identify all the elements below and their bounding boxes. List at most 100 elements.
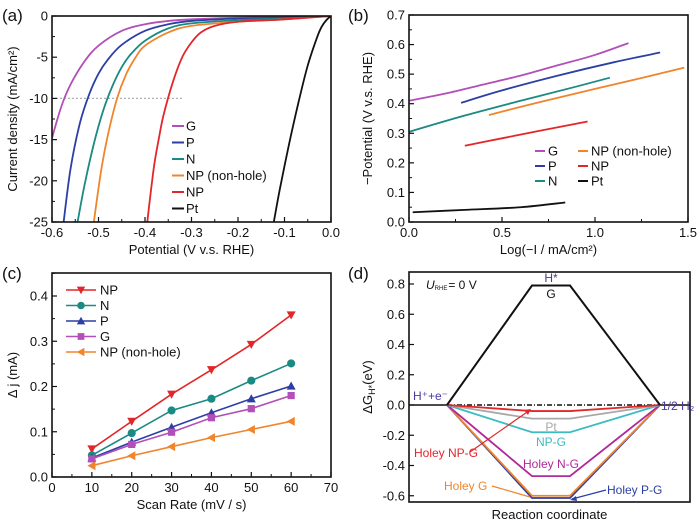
series-line-np — [464, 120, 588, 147]
data-point-np-non-hole — [127, 451, 136, 461]
series-label-holey-n-g: Holey N-G — [523, 457, 579, 471]
data-point-np — [87, 445, 97, 454]
y-tick-label: 0.2 — [387, 367, 405, 382]
y-tick-label: 0.0 — [30, 470, 48, 485]
legend-label-np-non-hole: NP (non-hole) — [100, 345, 181, 360]
legend-label-np: NP — [100, 283, 118, 298]
energy-path-g — [446, 284, 661, 406]
data-point-g — [167, 428, 176, 436]
y-tick-label: -15 — [29, 132, 48, 147]
condition-symbol: U — [426, 278, 435, 292]
x-tick-label: 1.0 — [586, 225, 604, 240]
series-label-holey-np-g: Holey NP-G — [414, 446, 478, 460]
annotation-arrowhead-holey-p-g — [570, 496, 577, 501]
y-axis-label-subscript: H* — [367, 384, 377, 394]
series-line-p — [91, 385, 292, 459]
y-axis-label: ΔGH*(eV) — [360, 360, 377, 413]
x-tick-label: 70 — [324, 480, 338, 495]
y-axis-label-main: ΔG — [360, 395, 375, 414]
y-tick-label: 0.8 — [387, 277, 405, 292]
data-point-g — [287, 391, 295, 400]
y-tick-label: 0.4 — [387, 337, 405, 352]
legend-label-g: G — [186, 119, 196, 134]
condition-value: = 0 V — [448, 278, 476, 292]
y-tick-label: 0.2 — [30, 379, 48, 394]
data-point-p — [246, 394, 256, 403]
data-point-n — [167, 406, 176, 415]
state-label-final: 1/2 H₂ — [661, 399, 695, 413]
annotation-arrow-holey-p-g — [571, 489, 607, 500]
series-label-holey-g: Holey G — [444, 479, 487, 493]
legend-marker-np-non-hole — [76, 347, 85, 357]
x-axis-label: Scan Rate (mV / s) — [137, 497, 247, 512]
energy-path-holey-g — [446, 404, 661, 497]
y-axis-label-unit: (eV) — [360, 360, 375, 385]
series-line-g — [408, 42, 629, 102]
y-tick-label: 0.1 — [30, 424, 48, 439]
series-label-pt: Pt — [545, 420, 557, 434]
series-line-pt — [412, 201, 566, 214]
y-tick-label: -0.4 — [383, 458, 405, 473]
y-tick-label: 0.6 — [387, 307, 405, 322]
y-tick-label: -0.2 — [383, 428, 405, 443]
data-point-n — [247, 376, 256, 385]
x-tick-label: -0.6 — [41, 225, 63, 240]
energy-path-holey-n-g — [446, 404, 661, 477]
series-line-n — [408, 76, 611, 133]
energy-path-np-g — [446, 404, 661, 434]
y-tick-label: 0.7 — [387, 8, 405, 23]
series-label-holey-p-g: Holey P-G — [607, 483, 662, 497]
y-axis-label: Δ j (mA) — [5, 352, 20, 398]
x-tick-label: -0.5 — [87, 225, 109, 240]
y-tick-label: 0.2 — [387, 155, 405, 170]
panel-a-current-density: (a) -0.6 -0.5 -0.4 -0.3 -0.2 -0.1 0.0 0 -5 -10 -15 -… — [2, 6, 340, 257]
x-tick-label: 0.5 — [493, 225, 511, 240]
legend-marker-np — [76, 286, 86, 295]
legend-label-n: N — [186, 152, 195, 167]
x-axis-label: Log(−I / mA/cm²) — [500, 242, 597, 257]
y-tick-label: 0.0 — [387, 215, 405, 230]
y-tick-label: 0.1 — [387, 185, 405, 200]
x-tick-label: -0.2 — [227, 225, 249, 240]
panel-label: (b) — [348, 6, 369, 25]
series-label-np-g: NP-G — [536, 435, 566, 449]
legend-label-p: P — [186, 135, 195, 150]
y-tick-label: 0 — [41, 9, 48, 24]
legend-label-np: NP — [591, 159, 609, 174]
legend-label-np: NP — [186, 185, 204, 200]
series-line-g — [91, 394, 292, 460]
y-axis-label: Current density (mA/cm²) — [5, 46, 20, 191]
data-point-np-non-hole — [246, 424, 255, 434]
x-tick-label: 0.0 — [400, 225, 418, 240]
annotation-arrow-holey-np-g — [469, 409, 531, 453]
state-label-intermediate: H* — [544, 271, 558, 285]
data-point-np-non-hole — [206, 433, 216, 443]
data-point-np — [167, 390, 177, 399]
y-tick-label: 0.5 — [387, 67, 405, 82]
legend-label-p: P — [100, 314, 109, 329]
y-axis-label: −Potential (V v.s. RHE) — [360, 52, 375, 185]
series-line-p — [460, 51, 661, 104]
y-tick-label: 0.4 — [30, 289, 48, 304]
data-point-np — [286, 311, 296, 320]
plot-frame — [408, 271, 691, 503]
data-point-np-non-hole — [87, 461, 96, 471]
legend-marker-n — [77, 301, 85, 310]
legend-label-pt: Pt — [591, 174, 604, 189]
annotation-arrowhead-holey-np-g — [524, 409, 531, 415]
data-point-np — [206, 366, 216, 375]
x-tick-label: 1.5 — [679, 225, 697, 240]
series-n — [87, 359, 296, 460]
series-line-pt — [272, 16, 331, 222]
data-point-g — [247, 405, 255, 413]
x-tick-label: 0 — [48, 480, 55, 495]
y-tick-label: -0.6 — [383, 488, 405, 503]
legend-marker-p — [76, 316, 86, 325]
y-tick-label: -5 — [36, 50, 48, 65]
y-tick-label: 0.4 — [387, 96, 405, 111]
y-tick-label: 0.0 — [387, 398, 405, 413]
x-tick-label: 50 — [244, 480, 258, 495]
